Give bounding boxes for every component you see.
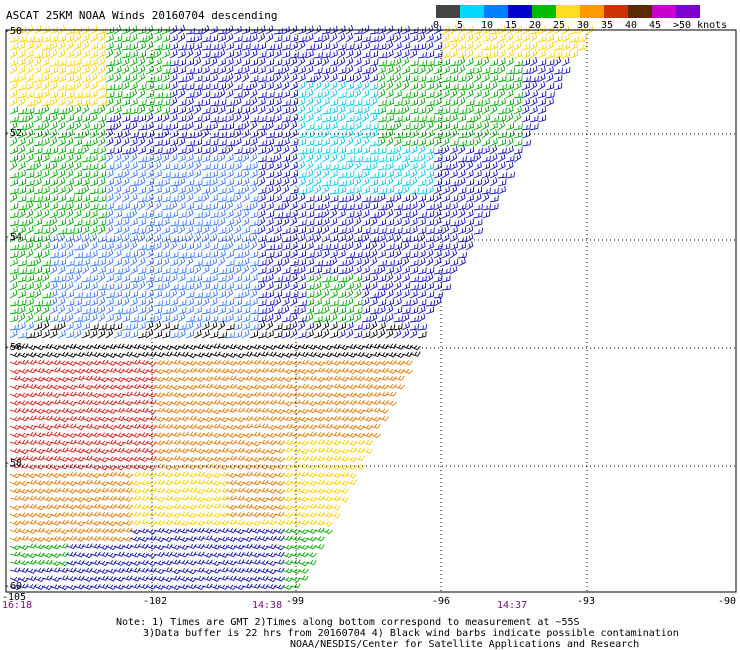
lat-label-54: -54 <box>4 232 23 243</box>
scale-swatch <box>460 5 484 18</box>
lon-label-93: -93 <box>577 596 596 607</box>
time-label-start: 16:18 <box>2 600 33 611</box>
scale-label: 35 <box>601 20 614 31</box>
scale-swatch <box>436 5 460 18</box>
note-line-2: 3)Data buffer is 22 hrs from 20160704 4)… <box>143 628 679 639</box>
scale-swatch <box>652 5 676 18</box>
scale-label: 25 <box>553 20 566 31</box>
scale-label: 40 <box>625 20 638 31</box>
lat-label-56: -56 <box>4 342 23 353</box>
scale-swatch <box>508 5 532 18</box>
scale-swatch <box>484 5 508 18</box>
wind-barbs-layer <box>9 24 594 591</box>
scale-swatch <box>532 5 556 18</box>
scale-label: 20 <box>529 20 542 31</box>
scale-label: 0 <box>433 20 440 31</box>
scale-label: 30 <box>577 20 590 31</box>
lat-lon-grid <box>6 29 736 593</box>
map-frame <box>5 29 737 593</box>
time-label-end: 14:37 <box>497 600 528 611</box>
scale-swatch <box>676 5 700 18</box>
scale-swatch <box>556 5 580 18</box>
scale-label: 5 <box>457 20 464 31</box>
scale-swatch <box>604 5 628 18</box>
lon-label-90: -90 <box>718 596 737 607</box>
lat-label-52: -52 <box>4 128 23 139</box>
scale-label: 10 <box>481 20 494 31</box>
scale-swatch <box>580 5 604 18</box>
time-label-mid: 14:38 <box>252 600 283 611</box>
lon-label-96: -96 <box>432 596 451 607</box>
scale-label: 45 <box>649 20 662 31</box>
lon-label-105: -105 <box>2 592 27 603</box>
lat-label-60: -60 <box>4 581 23 592</box>
scale-label: 15 <box>505 20 518 31</box>
lat-label-50: -50 <box>4 26 23 37</box>
map-title: ASCAT 25KM NOAA Winds 20160704 descendin… <box>6 9 278 22</box>
scale-label: >50 knots <box>673 20 728 31</box>
lon-label-102: -102 <box>143 596 168 607</box>
lon-label-99: -99 <box>286 596 305 607</box>
note-line-3: NOAA/NESDIS/Center for Satellite Applica… <box>290 639 640 650</box>
note-line-1: Note: 1) Times are GMT 2)Times along bot… <box>116 617 580 628</box>
scale-swatch <box>628 5 652 18</box>
lat-label-58: -58 <box>4 458 23 469</box>
